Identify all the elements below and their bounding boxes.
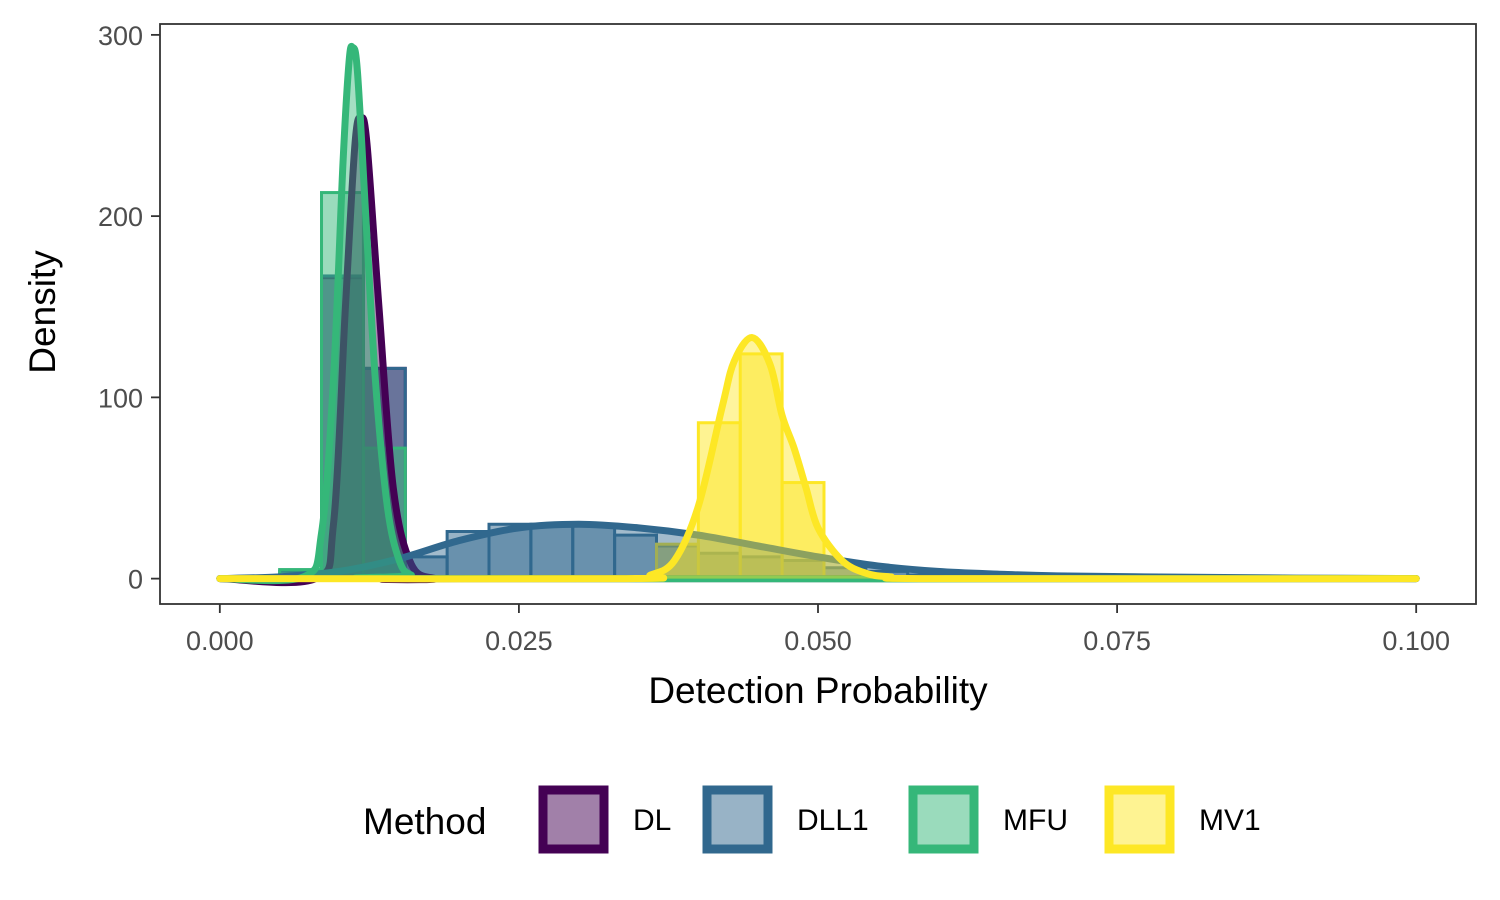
- legend-key-mv1: [1104, 785, 1175, 854]
- legend: Method DL DLL1 MFU MV1: [363, 785, 1261, 854]
- legend-label-dll1: DLL1: [797, 804, 869, 837]
- legend-key-dll1: [702, 785, 773, 854]
- density-fill-dl: [219, 117, 1417, 583]
- legend-label-mfu: MFU: [1003, 804, 1068, 837]
- x-tick-label-4: 0.100: [1382, 626, 1450, 656]
- legend-title: Method: [363, 801, 486, 842]
- legend-label-dl: DL: [633, 804, 671, 837]
- x-axis-title: Detection Probability: [648, 670, 988, 711]
- y-tick-label-1: 100: [98, 383, 143, 413]
- plot-area: [216, 42, 1420, 587]
- y-tick-label-3: 300: [98, 21, 143, 51]
- axes: 0.000 0.025 0.050 0.075 0.100 0 100 200 300: [98, 21, 1450, 656]
- y-tick-label-2: 200: [98, 202, 143, 232]
- density-fill-dll1: [219, 524, 1417, 579]
- legend-key-dl: [538, 785, 609, 854]
- y-tick-label-0: 0: [128, 565, 143, 595]
- legend-key-mfu: [908, 785, 979, 854]
- y-axis-title: Density: [22, 250, 63, 374]
- x-tick-label-1: 0.025: [485, 626, 553, 656]
- density-line-mv1: [216, 334, 1420, 583]
- x-tick-label-2: 0.050: [784, 626, 852, 656]
- legend-label-mv1: MV1: [1199, 804, 1261, 837]
- x-tick-label-0: 0.000: [186, 626, 254, 656]
- x-tick-label-3: 0.075: [1083, 626, 1151, 656]
- density-fill-mfu: [219, 46, 1417, 581]
